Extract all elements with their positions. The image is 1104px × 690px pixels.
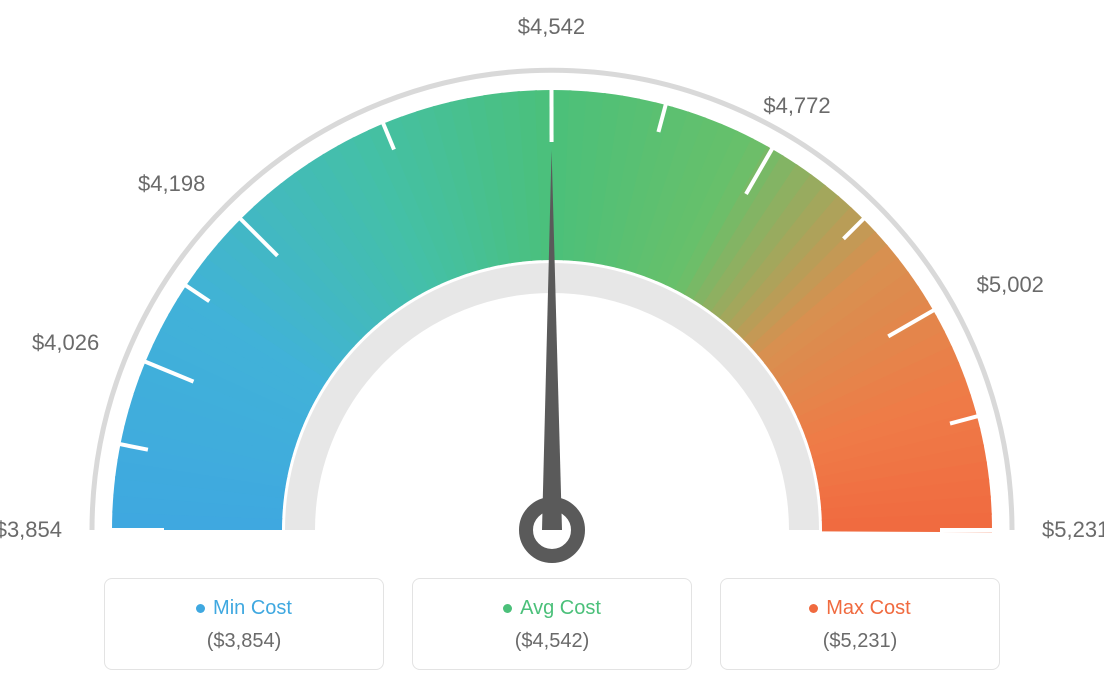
legend-row: Min Cost ($3,854) Avg Cost ($4,542) Max Cost… — [0, 578, 1104, 670]
legend-title-min: Min Cost — [105, 597, 383, 620]
legend-value-min: ($3,854) — [105, 630, 383, 653]
legend-title-text: Max Cost — [826, 597, 910, 619]
legend-dot-avg — [503, 604, 512, 613]
legend-title-max: Max Cost — [721, 597, 999, 620]
gauge-tick-label: $5,231 — [1042, 517, 1104, 543]
gauge-svg — [0, 20, 1104, 580]
gauge-tick-label: $5,002 — [977, 272, 1044, 298]
gauge-tick-label: $4,026 — [32, 330, 99, 356]
legend-dot-min — [196, 604, 205, 613]
legend-card-max: Max Cost ($5,231) — [720, 578, 1000, 670]
legend-title-text: Avg Cost — [520, 597, 601, 619]
gauge-container: $3,854 $4,026 $4,198 $4,542 $4,772 $5,002 $5,2… — [0, 0, 1104, 560]
gauge-tick-label: $4,198 — [138, 171, 205, 197]
legend-dot-max — [809, 604, 818, 613]
legend-card-min: Min Cost ($3,854) — [104, 578, 384, 670]
gauge-tick-label: $4,542 — [518, 14, 585, 40]
legend-title-text: Min Cost — [213, 597, 292, 619]
gauge-tick-label: $3,854 — [0, 517, 62, 543]
legend-value-max: ($5,231) — [721, 630, 999, 653]
legend-value-avg: ($4,542) — [413, 630, 691, 653]
legend-card-avg: Avg Cost ($4,542) — [412, 578, 692, 670]
legend-title-avg: Avg Cost — [413, 597, 691, 620]
gauge-tick-label: $4,772 — [763, 93, 830, 119]
